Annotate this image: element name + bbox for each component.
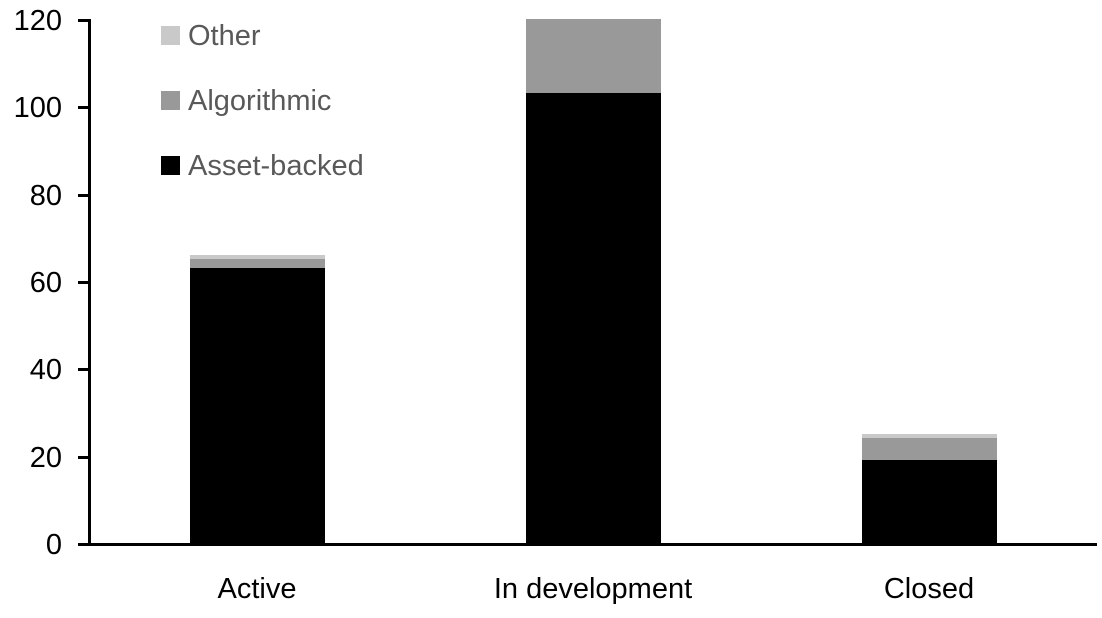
- y-axis-tick-label: 40: [29, 354, 62, 386]
- legend-label: Other: [188, 20, 261, 52]
- legend-label: Asset-backed: [188, 150, 364, 182]
- legend-swatch-asset-backed: [161, 156, 180, 175]
- y-axis-line: [88, 19, 91, 546]
- y-axis-tick: [78, 543, 89, 546]
- y-axis-tick-label: 0: [45, 529, 62, 561]
- bar-segment-asset-backed: [862, 460, 997, 543]
- y-axis-tick-label: 100: [13, 92, 62, 124]
- x-axis-category-label: Active: [217, 573, 297, 605]
- legend-swatch-other: [161, 26, 180, 45]
- y-axis-tick: [78, 19, 89, 22]
- y-axis-tick-label: 60: [29, 267, 62, 299]
- legend-label: Algorithmic: [188, 85, 332, 117]
- x-axis-category-label: In development: [493, 573, 693, 605]
- y-axis-tick: [78, 281, 89, 284]
- bar-segment-algorithmic: [526, 19, 661, 94]
- x-axis-line: [78, 543, 1097, 546]
- y-axis-tick: [78, 194, 89, 197]
- bar-segment-other: [862, 433, 997, 439]
- y-axis-tick-label: 20: [29, 442, 62, 474]
- x-axis-category-label: Closed: [883, 573, 975, 605]
- bar-segment-algorithmic: [190, 259, 325, 268]
- bar-segment-algorithmic: [862, 438, 997, 460]
- bar-segment-asset-backed: [190, 267, 325, 543]
- y-axis-tick: [78, 368, 89, 371]
- bar-segment-other: [190, 254, 325, 260]
- y-axis-tick: [78, 456, 89, 459]
- legend-swatch-algorithmic: [161, 91, 180, 110]
- y-axis-tick: [78, 106, 89, 109]
- y-axis-tick-label: 120: [13, 5, 62, 37]
- bar-segment-asset-backed: [526, 93, 661, 543]
- y-axis-tick-label: 80: [29, 180, 62, 212]
